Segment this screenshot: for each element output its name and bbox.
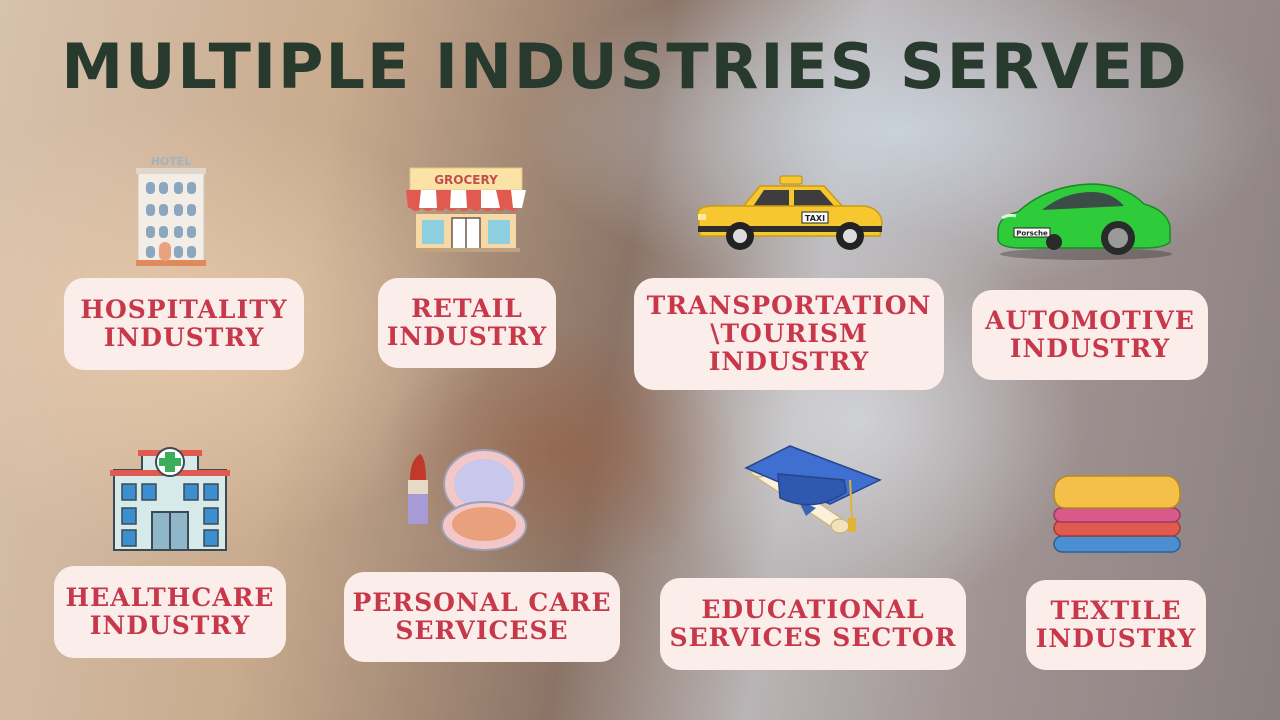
folded-fabric-icon: [1053, 475, 1181, 553]
cosmetics-icon: [408, 449, 527, 551]
grocery-store-icon: GROCERY: [406, 167, 526, 252]
sports-car-icon: Porsche: [997, 183, 1172, 260]
transportation-tourism-industry-label: TRANSPORTATION \TOURISM INDUSTRY: [634, 278, 944, 390]
hospital-icon: [110, 447, 230, 551]
retail-industry-label: RETAIL INDUSTRY: [378, 278, 556, 368]
educational-services-sector-label: EDUCATIONAL SERVICES SECTOR: [660, 578, 966, 670]
healthcare-industry-label: HEALTHCARE INDUSTRY: [54, 566, 286, 658]
hospitality-industry-label: HOSPITALITY INDUSTRY: [64, 278, 304, 370]
graduation-cap-icon: [744, 445, 882, 534]
page-title: MULTIPLE INDUSTRIES SERVED: [61, 30, 1189, 103]
svg-text:TAXI: TAXI: [805, 214, 825, 223]
svg-text:Porsche: Porsche: [1016, 230, 1048, 238]
svg-text:GROCERY: GROCERY: [434, 173, 498, 187]
personal-care-services-label: PERSONAL CARE SERVICESE: [344, 572, 620, 662]
automotive-industry-label: AUTOMOTIVE INDUSTRY: [972, 290, 1208, 380]
svg-text:HOTEL: HOTEL: [151, 155, 192, 168]
textile-industry-label: TEXTILE INDUSTRY: [1026, 580, 1206, 670]
hotel-icon: HOTEL: [136, 155, 206, 266]
taxi-icon: TAXI: [697, 175, 883, 250]
